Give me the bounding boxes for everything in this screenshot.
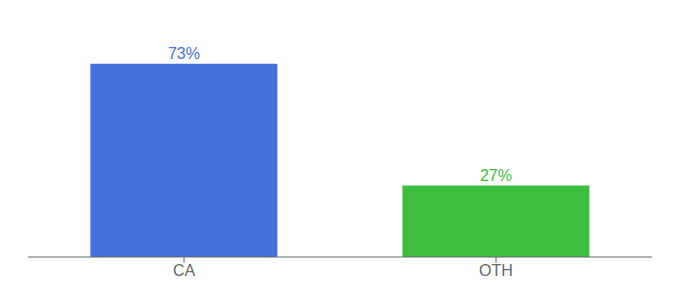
svg-text:CA: CA (173, 262, 196, 279)
svg-text:OTH: OTH (479, 262, 513, 279)
svg-text:73%: 73% (168, 45, 200, 62)
svg-text:27%: 27% (480, 167, 512, 184)
